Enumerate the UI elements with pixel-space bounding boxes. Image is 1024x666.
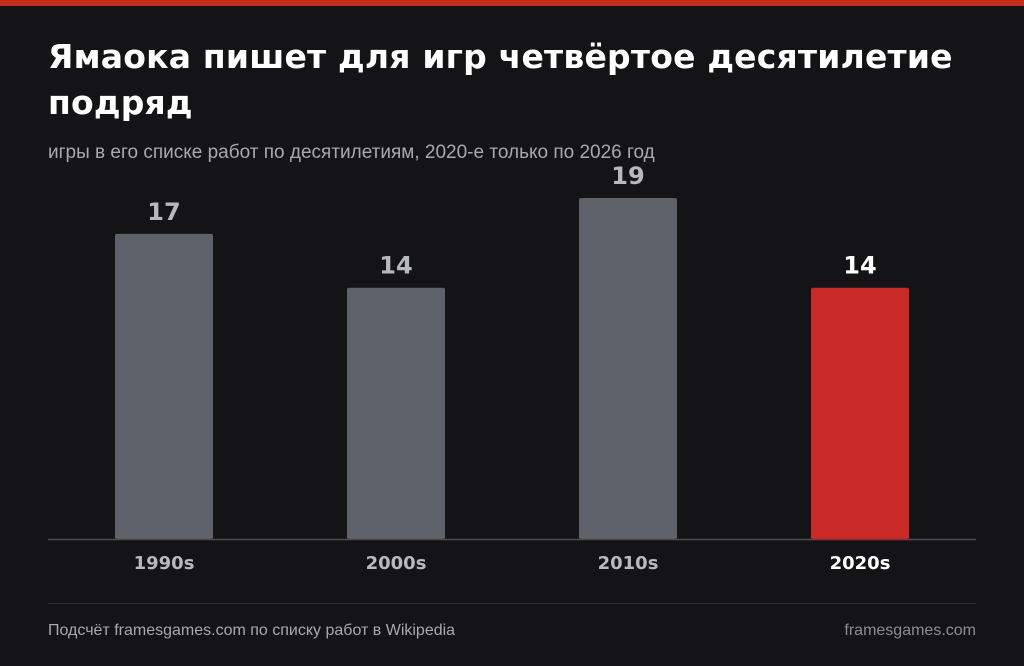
category-label-2000s: 2000s	[366, 553, 427, 574]
value-label-1990s: 17	[147, 198, 180, 226]
category-label-2010s: 2010s	[598, 553, 659, 574]
footer-divider	[48, 603, 976, 604]
bar-2010s	[579, 198, 677, 539]
value-label-2000s: 14	[379, 252, 412, 280]
value-label-2020s: 14	[843, 252, 876, 280]
bar-2000s	[347, 287, 445, 539]
bars-group: 17 1990s 14 2000s 19 2010s 14 2020s	[115, 162, 909, 574]
bar-1990s	[115, 233, 213, 539]
value-label-2010s: 19	[611, 162, 644, 190]
chart-title: Ямаока пишет для игр четвёртое десятилет…	[48, 37, 953, 122]
bar-2020s	[811, 287, 909, 539]
chart-subtitle: игры в его списке работ по десятилетиям,…	[48, 142, 655, 163]
category-label-2020s: 2020s	[830, 553, 891, 574]
category-label-1990s: 1990s	[134, 553, 195, 574]
site-link[interactable]: framesgames.com	[844, 622, 976, 639]
top-accent-bar	[0, 0, 1024, 6]
source-note: Подсчёт framesgames.com по списку работ …	[48, 622, 456, 639]
